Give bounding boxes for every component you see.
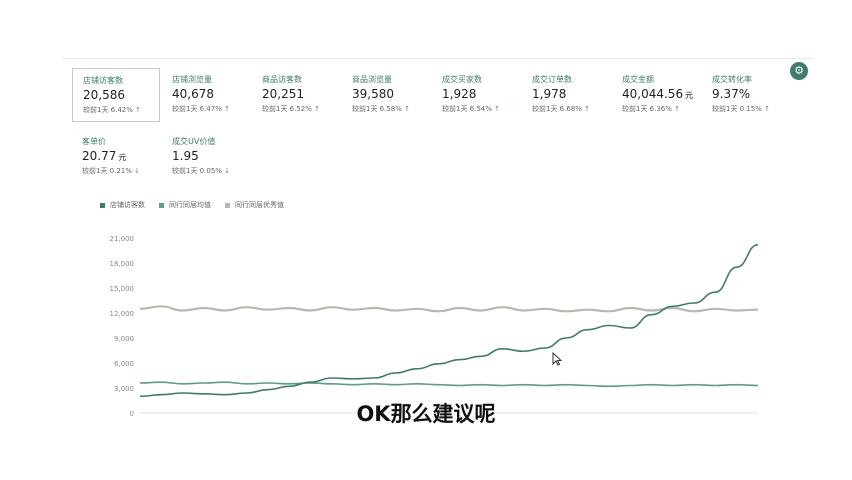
y-tick-label: 6,000 bbox=[114, 360, 134, 368]
metric-comparison-text: 较前1天 6.54% bbox=[442, 105, 492, 113]
arrow-up-icon: ↑ bbox=[674, 105, 681, 113]
arrow-up-icon: ↑ bbox=[314, 105, 321, 113]
metric-label: 成交UV价值 bbox=[172, 137, 216, 146]
metric-unit: 元 bbox=[118, 153, 127, 162]
metric-card[interactable]: 客单价 20.77 元较前1天 0.21% ↓ bbox=[72, 130, 160, 184]
metric-card[interactable]: 商品访客数 20,251 较前1天 6.52% ↑ bbox=[252, 68, 340, 122]
legend-label-visitors: 店铺访客数 bbox=[110, 201, 145, 209]
legend-swatch-peer-excellent bbox=[225, 202, 230, 208]
legend-item-peer-average[interactable]: 同行同层均值 bbox=[159, 200, 211, 210]
metric-value: 1.95 bbox=[172, 149, 250, 163]
metric-label: 商品浏览量 bbox=[352, 75, 392, 84]
metric-comparison-text: 较前1天 6.36% bbox=[622, 105, 672, 113]
metric-card[interactable]: 成交订单数 1,978 较前1天 6.68% ↑ bbox=[522, 68, 610, 122]
y-tick-label: 15,000 bbox=[110, 285, 135, 293]
metric-comparison-text: 较前1天 0.15% bbox=[712, 105, 762, 113]
y-tick-label: 9,000 bbox=[114, 335, 134, 343]
legend-label-peer-average: 同行同层均值 bbox=[169, 201, 211, 209]
metric-label: 店铺浏览量 bbox=[172, 75, 212, 84]
metric-value: 1,978 bbox=[532, 87, 610, 101]
arrow-up-icon: ↑ bbox=[404, 105, 411, 113]
arrow-up-icon: ↑ bbox=[764, 105, 771, 113]
metric-value: 20,586 bbox=[83, 88, 159, 102]
metric-value: 39,580 bbox=[352, 87, 430, 101]
metric-value: 1,928 bbox=[442, 87, 520, 101]
metric-number: 40,678 bbox=[172, 87, 214, 101]
metric-label: 成交转化率 bbox=[712, 75, 752, 84]
metric-card[interactable]: 成交转化率 9.37% 较前1天 0.15% ↑ bbox=[702, 68, 790, 122]
top-bar bbox=[0, 0, 852, 58]
metric-comparison-text: 较前1天 0.05% bbox=[172, 167, 222, 175]
y-tick-label: 0 bbox=[130, 410, 134, 418]
metric-number: 20,251 bbox=[262, 87, 304, 101]
dashboard-panel bbox=[62, 58, 814, 429]
metric-value: 40,044.56 元 bbox=[622, 87, 700, 101]
legend-swatch-peer-average bbox=[159, 202, 164, 208]
legend-swatch-visitors bbox=[100, 202, 105, 208]
legend-item-peer-excellent[interactable]: 同行同层优秀值 bbox=[225, 200, 284, 210]
metric-card[interactable]: 店铺浏览量 40,678 较前1天 6.47% ↑ bbox=[162, 68, 250, 122]
metric-comparison-text: 较前1天 6.52% bbox=[262, 105, 312, 113]
y-tick-label: 18,000 bbox=[110, 260, 135, 268]
metric-comparison: 较前1天 6.47% ↑ bbox=[172, 104, 250, 114]
metric-label: 成交订单数 bbox=[532, 75, 572, 84]
series-line-visitors[interactable] bbox=[139, 243, 759, 398]
metric-comparison: 较前1天 6.42% ↑ bbox=[83, 105, 159, 115]
metric-number: 20.77 bbox=[82, 149, 117, 163]
metric-number: 40,044.56 bbox=[622, 87, 684, 101]
metric-comparison-text: 较前1天 0.21% bbox=[82, 167, 132, 175]
metric-number: 9.37% bbox=[712, 87, 751, 101]
y-tick-label: 12,000 bbox=[110, 310, 135, 318]
metric-comparison-text: 较前1天 6.42% bbox=[83, 106, 133, 114]
arrow-down-icon: ↓ bbox=[224, 167, 231, 175]
metric-number: 39,580 bbox=[352, 87, 394, 101]
metric-number: 20,586 bbox=[83, 88, 125, 102]
metric-value: 9.37% bbox=[712, 87, 790, 101]
metric-comparison-text: 较前1天 6.68% bbox=[532, 105, 582, 113]
video-subtitle: OK那么建议呢 bbox=[356, 402, 496, 426]
metric-comparison: 较前1天 6.68% ↑ bbox=[532, 104, 610, 114]
metric-number: 1.95 bbox=[172, 149, 199, 163]
arrow-up-icon: ↑ bbox=[135, 106, 142, 114]
series-line-peer-excellent[interactable] bbox=[139, 305, 759, 313]
metric-label: 客单价 bbox=[82, 137, 106, 146]
legend-label-peer-excellent: 同行同层优秀值 bbox=[235, 201, 284, 209]
settings-icon[interactable]: ⚙ bbox=[790, 62, 808, 80]
metric-card[interactable]: 成交买家数 1,928 较前1天 6.54% ↑ bbox=[432, 68, 520, 122]
metric-card[interactable]: 商品浏览量 39,580 较前1天 6.58% ↑ bbox=[342, 68, 430, 122]
metric-label: 成交买家数 bbox=[442, 75, 482, 84]
metric-comparison-text: 较前1天 6.58% bbox=[352, 105, 402, 113]
metric-comparison: 较前1天 0.21% ↓ bbox=[82, 166, 160, 176]
metric-comparison: 较前1天 0.15% ↑ bbox=[712, 104, 790, 114]
metric-label: 商品访客数 bbox=[262, 75, 302, 84]
arrow-down-icon: ↓ bbox=[134, 167, 141, 175]
arrow-up-icon: ↑ bbox=[584, 105, 591, 113]
y-tick-label: 21,000 bbox=[110, 235, 135, 243]
arrow-up-icon: ↑ bbox=[224, 105, 231, 113]
metric-comparison: 较前1天 0.05% ↓ bbox=[172, 166, 250, 176]
metric-card[interactable]: 成交UV价值 1.95 较前1天 0.05% ↓ bbox=[162, 130, 250, 184]
metric-label: 成交金额 bbox=[622, 75, 654, 84]
metric-card[interactable]: 成交金额 40,044.56 元较前1天 6.36% ↑ bbox=[612, 68, 700, 122]
chart-legend: 店铺访客数 同行同层均值 同行同层优秀值 bbox=[100, 200, 284, 210]
metric-card[interactable]: 店铺访客数 20,586 较前1天 6.42% ↑ bbox=[72, 68, 160, 122]
metric-comparison: 较前1天 6.58% ↑ bbox=[352, 104, 430, 114]
metric-value: 20,251 bbox=[262, 87, 340, 101]
metric-comparison: 较前1天 6.52% ↑ bbox=[262, 104, 340, 114]
metric-unit: 元 bbox=[685, 91, 694, 100]
y-tick-label: 3,000 bbox=[114, 385, 134, 393]
metric-comparison: 较前1天 6.54% ↑ bbox=[442, 104, 520, 114]
legend-item-visitors[interactable]: 店铺访客数 bbox=[100, 200, 145, 210]
series-line-peer-average[interactable] bbox=[139, 381, 759, 388]
metric-comparison-text: 较前1天 6.47% bbox=[172, 105, 222, 113]
metric-label: 店铺访客数 bbox=[83, 76, 123, 85]
metric-value: 20.77 元 bbox=[82, 149, 160, 163]
metric-number: 1,978 bbox=[532, 87, 567, 101]
metric-comparison: 较前1天 6.36% ↑ bbox=[622, 104, 700, 114]
metric-value: 40,678 bbox=[172, 87, 250, 101]
arrow-up-icon: ↑ bbox=[494, 105, 501, 113]
metric-number: 1,928 bbox=[442, 87, 477, 101]
